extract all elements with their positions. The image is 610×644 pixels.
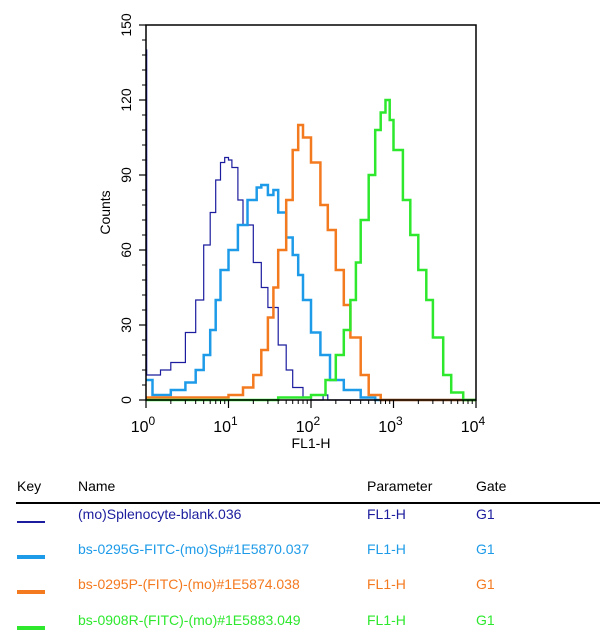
- plot-frame: [145, 24, 477, 401]
- x-tick-label: 100: [131, 414, 156, 436]
- series-line-2: [146, 183, 476, 402]
- legend-name: bs-0295P-(FITC)-(mo)#1E5874.038: [78, 576, 300, 592]
- legend-gate: G1: [476, 541, 495, 557]
- legend-header-gate: Gate: [476, 478, 507, 494]
- y-tick-label: 90: [118, 167, 134, 183]
- legend-row: bs-0908R-(FITC)-(mo)#1E5883.049 FL1-H G1: [0, 612, 610, 642]
- series-line-1: [146, 49, 476, 401]
- y-tick-label: 120: [118, 88, 134, 112]
- y-tick-label: 0: [118, 396, 134, 404]
- legend-gate: G1: [476, 576, 495, 592]
- x-tick-label: 101: [213, 414, 238, 436]
- legend-header-key: Key: [17, 478, 42, 494]
- legend-key-swatch: [17, 626, 45, 630]
- legend-key-swatch: [17, 555, 45, 559]
- legend-row: bs-0295P-(FITC)-(mo)#1E5874.038 FL1-H G1: [0, 576, 610, 606]
- legend-name: bs-0908R-(FITC)-(mo)#1E5883.049: [78, 612, 301, 628]
- legend-key-swatch: [17, 590, 45, 594]
- x-tick-label: 103: [378, 414, 403, 436]
- y-axis-label: Counts: [97, 190, 113, 234]
- y-tick-label: 60: [118, 242, 134, 258]
- legend-header-parameter: Parameter: [367, 478, 433, 494]
- legend-gate: G1: [476, 506, 495, 522]
- x-axis-label: FL1-H: [292, 435, 331, 451]
- legend-gate: G1: [476, 612, 495, 628]
- y-tick-label: 150: [118, 13, 134, 37]
- y-tick-label: 30: [118, 317, 134, 333]
- legend-header-name: Name: [78, 478, 116, 494]
- x-tick-label: 104: [461, 414, 486, 436]
- legend-divider: [16, 502, 600, 504]
- histogram-chart: 0 30 60 90 120 150 100 101 102 103 104 FL1-H Counts: [97, 13, 486, 451]
- legend-row: bs-0295G-FITC-(mo)Sp#1E5870.037 FL1-H G1: [0, 541, 610, 571]
- legend-row: (mo)Splenocyte-blank.036 FL1-H G1: [0, 506, 610, 536]
- legend-key-swatch: [17, 521, 45, 523]
- series-line-4: [146, 98, 476, 402]
- legend-parameter: FL1-H: [367, 541, 406, 557]
- x-tick-label: 102: [296, 414, 321, 436]
- legend-name: (mo)Splenocyte-blank.036: [78, 506, 242, 522]
- series-line-3: [146, 123, 476, 402]
- legend-parameter: FL1-H: [367, 612, 406, 628]
- legend-name: bs-0295G-FITC-(mo)Sp#1E5870.037: [78, 541, 310, 557]
- legend-parameter: FL1-H: [367, 576, 406, 592]
- legend-parameter: FL1-H: [367, 506, 406, 522]
